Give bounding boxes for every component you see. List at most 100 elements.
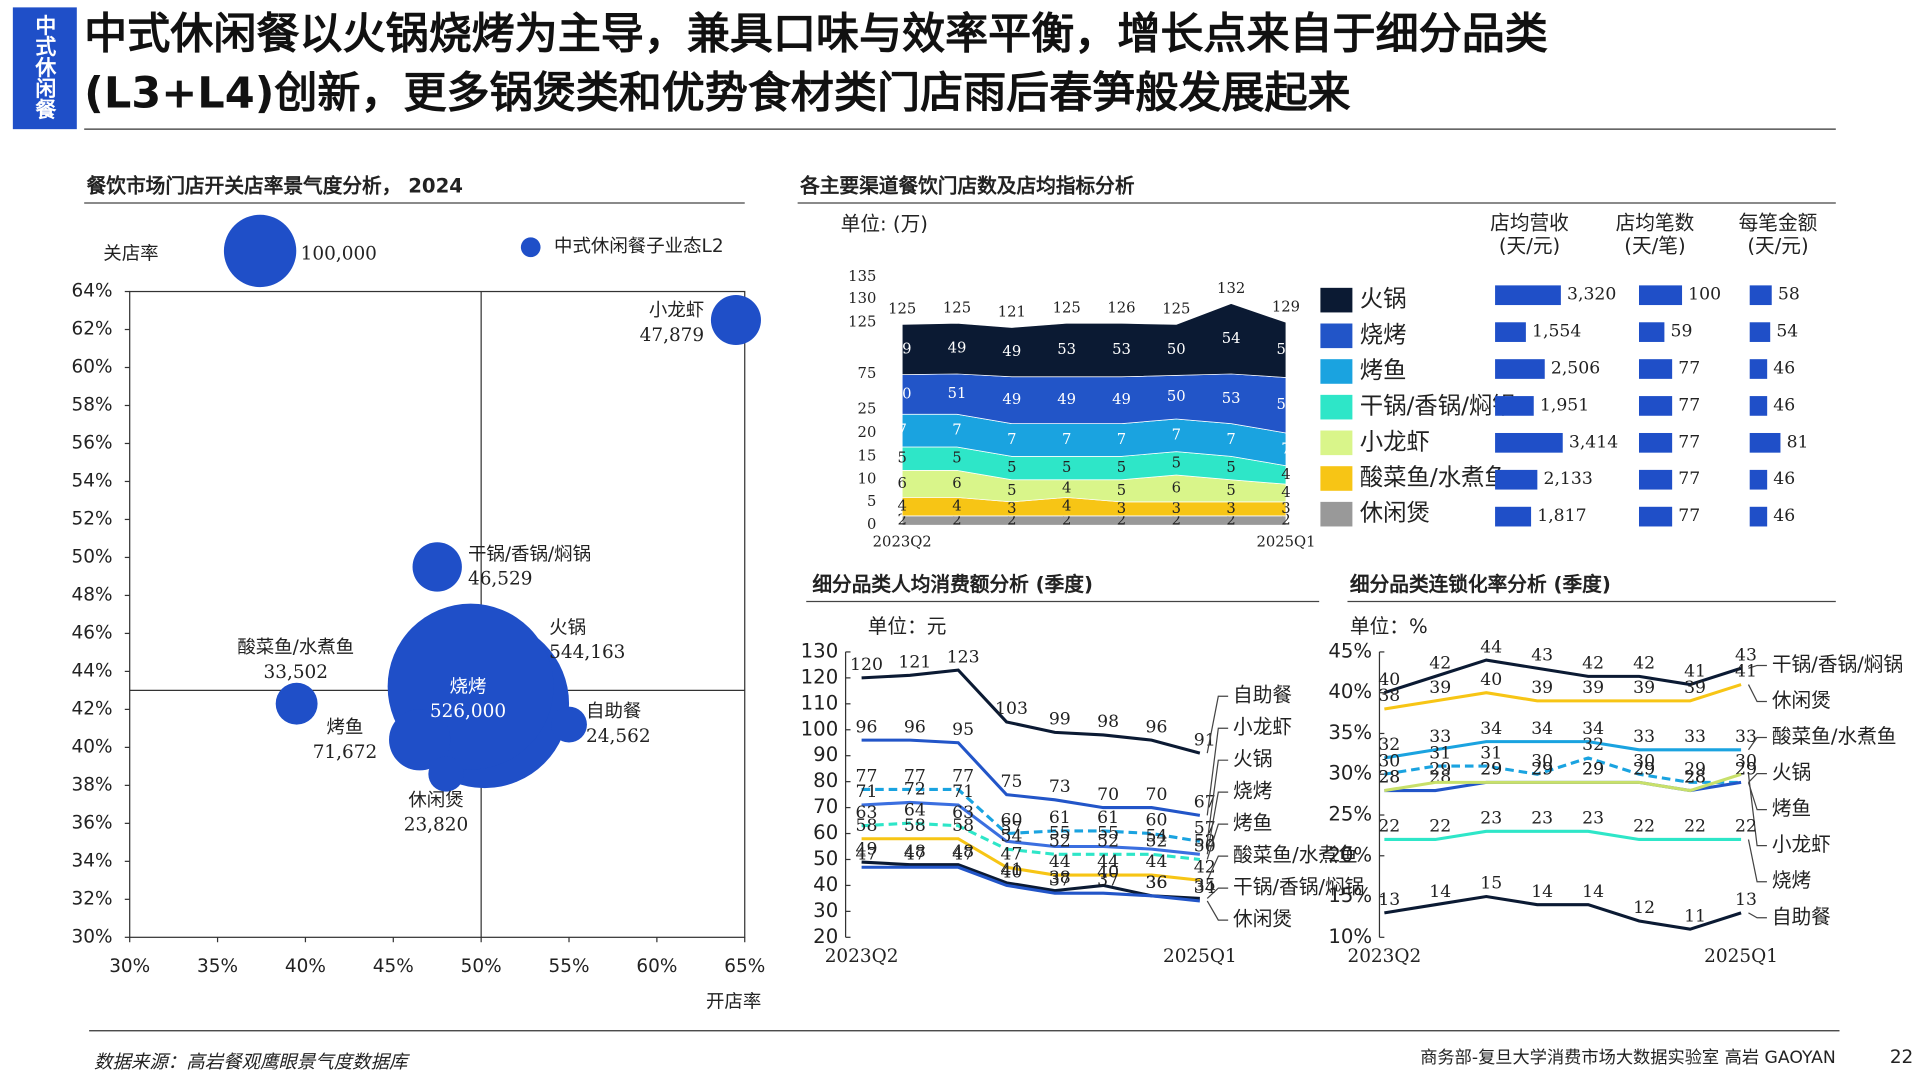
data-label: 39: [1429, 678, 1451, 698]
data-label: 51: [948, 385, 967, 402]
line: [1384, 756, 1742, 784]
y-tick-label: 0: [867, 516, 876, 533]
y-tick-label: 30%: [71, 926, 112, 947]
leader-line: [1206, 727, 1229, 816]
data-label: 44: [1145, 852, 1167, 872]
data-label: 50: [1167, 388, 1186, 405]
end-label: 烤鱼: [1233, 812, 1272, 835]
y-tick-label: 25%: [1328, 803, 1372, 826]
data-label: 95: [952, 720, 974, 740]
x-tick-label: 65%: [724, 956, 765, 977]
data-label: 4: [1062, 498, 1071, 515]
credit: 商务部-复旦大学消费市场大数据实验室 高岩 GAOYAN: [1420, 1048, 1836, 1068]
y-tick-label: 52%: [71, 508, 112, 529]
y-tick-label: 25: [858, 401, 877, 418]
metric-bar: [1495, 469, 1538, 490]
bubble-value: 544,163: [549, 642, 625, 663]
x-tick-label: 35%: [197, 956, 238, 977]
data-label: 33: [1633, 727, 1655, 747]
end-label: 烧烤: [1772, 869, 1811, 892]
chart-title: 细分品类连锁化率分析 (季度): [1350, 573, 1611, 596]
data-label: 33: [1429, 727, 1451, 747]
metric-label: 46: [1773, 359, 1795, 379]
data-label: 61: [1097, 808, 1119, 828]
metric-label: 1,951: [1540, 395, 1589, 415]
x-tick-label: 55%: [549, 956, 590, 977]
data-label: 36: [1145, 873, 1167, 893]
y-tick-label: 58%: [71, 394, 112, 415]
metric-bar: [1638, 506, 1673, 527]
bubble-value: 24,562: [586, 726, 651, 747]
data-label: 12: [1633, 898, 1655, 918]
data-label: 29: [1582, 760, 1604, 780]
y-tick-label: 130: [801, 639, 839, 662]
x-tick-label: 2023Q2: [1347, 946, 1421, 967]
data-label: 28: [1378, 768, 1400, 788]
y-tick-label: 10: [858, 471, 877, 488]
data-label: 34: [1480, 719, 1502, 739]
data-label: 2: [1281, 512, 1290, 529]
legend-label: 火锅: [1360, 285, 1407, 313]
data-label: 33: [1735, 727, 1757, 747]
data-label: 96: [904, 717, 926, 737]
line: [1384, 740, 1742, 760]
data-label: 70: [1097, 785, 1119, 805]
data-label: 53: [1112, 341, 1131, 358]
x-tick-label: 2025Q1: [1256, 533, 1315, 550]
total-label: 125: [943, 300, 971, 317]
data-label: 13: [1735, 890, 1757, 910]
chart-title: 细分品类人均消费额分析 (季度): [812, 573, 1093, 596]
data-label: 43: [1531, 645, 1553, 665]
line: [1384, 683, 1742, 711]
data-label: 31: [1480, 743, 1502, 763]
data-label: 22: [1429, 817, 1451, 837]
data-label: 34: [1582, 719, 1604, 739]
y-tick-label: 48%: [71, 584, 112, 605]
data-label: 42: [1633, 654, 1655, 674]
data-label: 38: [1378, 686, 1400, 706]
data-label: 29: [1633, 760, 1655, 780]
data-label: 2: [1172, 512, 1181, 529]
data-label: 30: [1531, 751, 1553, 771]
total-label: 129: [1272, 299, 1300, 316]
bubble: [275, 682, 318, 725]
y-tick-label: 40%: [71, 736, 112, 757]
line: [861, 738, 1201, 817]
data-label: 3: [1172, 500, 1181, 517]
data-label: 54: [1001, 826, 1023, 846]
bubble-value: 526,000: [430, 701, 506, 722]
bubble: [710, 294, 761, 346]
data-label: 7: [952, 422, 961, 439]
end-label: 自助餐: [1233, 684, 1292, 707]
y-tick-label: 60: [813, 821, 838, 844]
metric-label: 58: [1778, 285, 1800, 305]
data-label: 22: [1735, 817, 1757, 837]
leader-line: [1206, 759, 1229, 842]
chart-title: 各主要渠道餐饮门店数及店均指标分析: [799, 174, 1135, 197]
metric-bar: [1638, 469, 1673, 490]
data-label: 32: [1582, 735, 1604, 755]
metric-unit: (天/元): [1499, 235, 1560, 258]
data-label: 29: [1429, 760, 1451, 780]
data-label: 14: [1582, 882, 1604, 902]
data-label: 42: [1429, 654, 1451, 674]
metric-label: 77: [1678, 395, 1700, 415]
leader-line: [1206, 887, 1229, 899]
end-label: 自助餐: [1772, 905, 1831, 928]
legend-marker: [1320, 501, 1353, 527]
x-tick-label: 2025Q1: [1163, 946, 1237, 967]
metric-unit: (天/元): [1747, 235, 1808, 258]
y-tick-label: 30%: [1328, 762, 1372, 785]
metric-label: 59: [1671, 322, 1693, 342]
y-tick-label: 32%: [71, 888, 112, 909]
data-label: 49: [948, 340, 967, 357]
y-tick-label: 38%: [71, 774, 112, 795]
data-label: 49: [856, 839, 878, 859]
bubble-name: 小龙虾: [649, 300, 704, 321]
data-label: 3: [1281, 500, 1290, 517]
end-label: 干锅/香锅/焖锅: [1772, 653, 1903, 676]
data-label: 23: [1480, 809, 1502, 829]
data-label: 35: [1194, 876, 1216, 896]
data-label: 71: [856, 782, 878, 802]
data-label: 50: [1194, 837, 1216, 857]
